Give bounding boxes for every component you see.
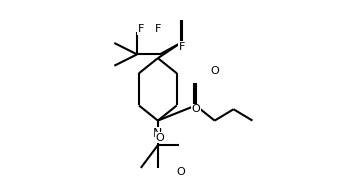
Text: F: F xyxy=(155,24,161,34)
Text: F: F xyxy=(138,24,144,34)
Text: O: O xyxy=(191,104,200,114)
Text: O: O xyxy=(155,133,164,143)
Text: O: O xyxy=(176,167,185,177)
Text: O: O xyxy=(210,66,219,76)
Text: F: F xyxy=(179,42,185,52)
Text: N: N xyxy=(153,127,163,140)
